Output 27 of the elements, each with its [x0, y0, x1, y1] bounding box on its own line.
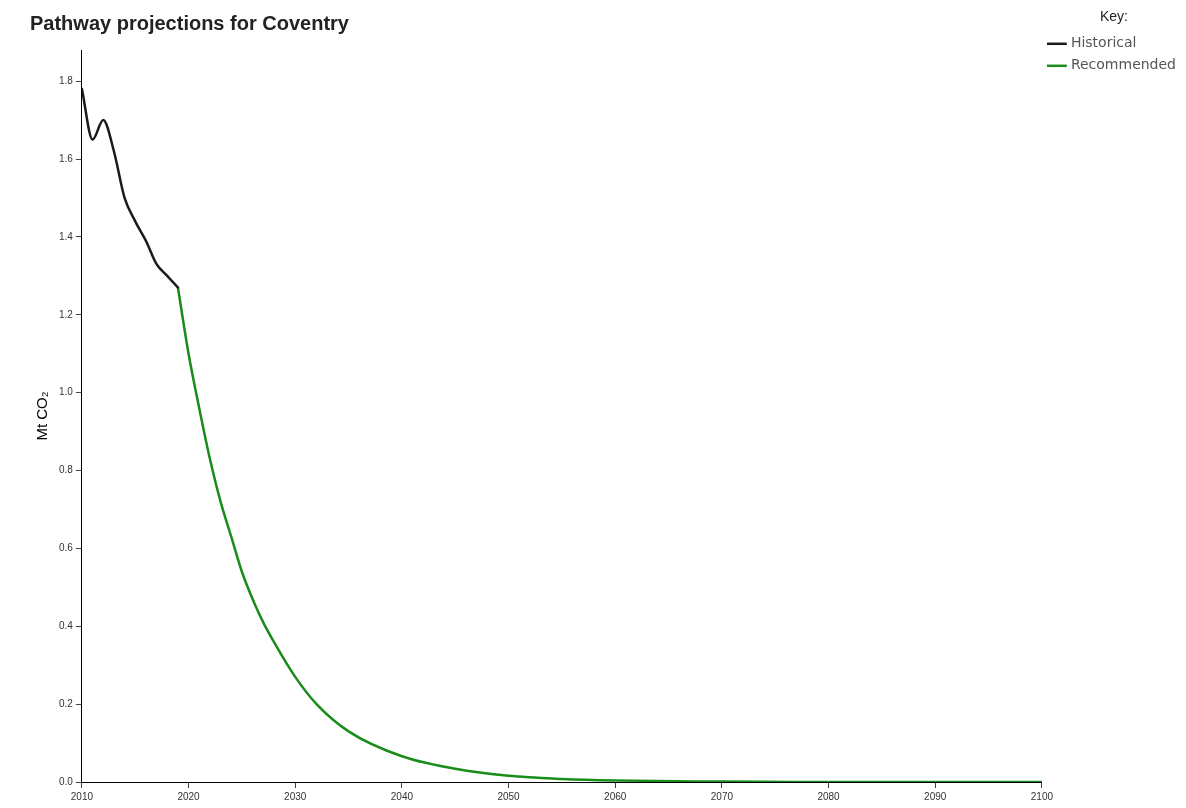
y-tick-label: 0.2: [59, 697, 74, 709]
x-tick-label: 2050: [497, 790, 521, 802]
x-tick-label: 2080: [817, 790, 841, 802]
x-tick-label: 2030: [284, 790, 307, 802]
x-tick-label: 2070: [710, 790, 734, 802]
y-tick-label: 1.6: [59, 152, 74, 164]
legend-title: Key:: [1099, 7, 1128, 24]
y-tick-label: 0.6: [59, 542, 74, 554]
x-tick-label: 2100: [1030, 790, 1054, 802]
legend-label: Recommended: [1070, 56, 1176, 73]
line-series: [176, 286, 1042, 782]
x-tick-label: 2010: [70, 790, 94, 802]
x-tick-label: 2040: [390, 790, 414, 802]
x-tick-label: 2090: [924, 790, 947, 802]
y-tick-label: 1.0: [59, 386, 74, 398]
y-tick-label: 0.0: [59, 775, 74, 787]
line-series: [81, 87, 180, 289]
x-tick-label: 2060: [604, 790, 627, 802]
y-tick-label: 0.8: [59, 464, 74, 476]
y-tick-label: 1.8: [59, 74, 74, 86]
chart-title: Pathway projections for Coventry: [30, 11, 350, 34]
y-axis-title: Mt CO₂: [33, 391, 51, 441]
legend-label: Historical: [1070, 34, 1137, 51]
x-tick-label: 2020: [177, 790, 201, 802]
y-tick-label: 1.2: [59, 308, 74, 320]
y-tick-label: 0.4: [59, 620, 74, 632]
y-tick-label: 1.4: [59, 230, 74, 242]
